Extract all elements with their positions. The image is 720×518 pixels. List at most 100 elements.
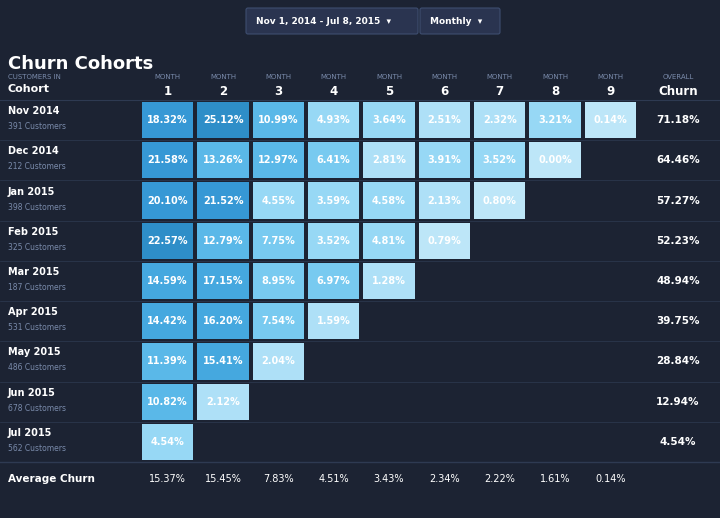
Text: 15.41%: 15.41% — [203, 356, 243, 366]
Bar — [529, 142, 580, 178]
Text: Average Churn: Average Churn — [8, 474, 95, 484]
Text: 212 Customers: 212 Customers — [8, 162, 66, 171]
Text: 57.27%: 57.27% — [656, 196, 700, 206]
Text: CUSTOMERS IN: CUSTOMERS IN — [8, 74, 61, 80]
Text: 20.10%: 20.10% — [148, 196, 188, 206]
Bar — [585, 102, 636, 138]
Text: May 2015: May 2015 — [8, 348, 60, 357]
Bar — [142, 303, 194, 339]
Text: 15.37%: 15.37% — [149, 474, 186, 484]
Text: 3.43%: 3.43% — [374, 474, 404, 484]
Text: 4: 4 — [330, 85, 338, 98]
Bar — [197, 142, 248, 178]
Bar — [308, 102, 359, 138]
Text: 187 Customers: 187 Customers — [8, 283, 66, 292]
FancyBboxPatch shape — [246, 8, 418, 34]
Text: 4.54%: 4.54% — [150, 437, 184, 447]
Text: 0.80%: 0.80% — [482, 196, 517, 206]
Text: 3.64%: 3.64% — [372, 115, 406, 125]
Text: 7.75%: 7.75% — [261, 236, 295, 246]
Text: MONTH: MONTH — [210, 74, 236, 80]
Text: 14.42%: 14.42% — [148, 316, 188, 326]
Text: 13.26%: 13.26% — [203, 155, 243, 165]
Bar — [418, 182, 470, 219]
Bar — [142, 343, 194, 380]
Text: 2.12%: 2.12% — [206, 397, 240, 407]
Text: 1.28%: 1.28% — [372, 276, 406, 286]
Text: Jun 2015: Jun 2015 — [8, 387, 56, 398]
Text: 2.22%: 2.22% — [485, 474, 515, 484]
Text: Nov 1, 2014 - Jul 8, 2015  ▾: Nov 1, 2014 - Jul 8, 2015 ▾ — [256, 17, 392, 25]
Text: 21.52%: 21.52% — [203, 196, 243, 206]
Text: 7: 7 — [495, 85, 504, 98]
Text: 64.46%: 64.46% — [656, 155, 700, 165]
Text: OVERALL: OVERALL — [662, 74, 693, 80]
Bar — [253, 263, 304, 299]
Text: 678 Customers: 678 Customers — [8, 404, 66, 413]
Bar — [474, 142, 526, 178]
Text: 4.58%: 4.58% — [372, 196, 406, 206]
Text: 39.75%: 39.75% — [656, 316, 700, 326]
Text: 12.94%: 12.94% — [656, 397, 700, 407]
Bar — [197, 263, 248, 299]
Bar — [308, 182, 359, 219]
Bar — [474, 102, 526, 138]
Bar — [364, 102, 415, 138]
FancyBboxPatch shape — [420, 8, 500, 34]
Text: 14.59%: 14.59% — [148, 276, 188, 286]
Bar — [253, 303, 304, 339]
Text: Churn: Churn — [658, 85, 698, 98]
Text: 7.54%: 7.54% — [261, 316, 295, 326]
Text: 21.58%: 21.58% — [148, 155, 188, 165]
Text: 398 Customers: 398 Customers — [8, 203, 66, 211]
Bar — [197, 343, 248, 380]
Text: 6.97%: 6.97% — [317, 276, 351, 286]
Text: 11.39%: 11.39% — [148, 356, 188, 366]
Text: Cohort: Cohort — [8, 84, 50, 94]
Text: 0.14%: 0.14% — [593, 115, 627, 125]
Text: MONTH: MONTH — [431, 74, 457, 80]
Text: 3.21%: 3.21% — [538, 115, 572, 125]
Text: MONTH: MONTH — [376, 74, 402, 80]
Bar — [142, 102, 194, 138]
Text: 12.79%: 12.79% — [203, 236, 243, 246]
Text: 4.93%: 4.93% — [317, 115, 351, 125]
Text: 4.54%: 4.54% — [660, 437, 696, 447]
Bar — [364, 223, 415, 259]
Text: 2.13%: 2.13% — [428, 196, 462, 206]
Bar — [308, 303, 359, 339]
Text: 2.81%: 2.81% — [372, 155, 406, 165]
Text: 52.23%: 52.23% — [656, 236, 700, 246]
Text: 71.18%: 71.18% — [656, 115, 700, 125]
Bar — [253, 142, 304, 178]
Text: 10.99%: 10.99% — [258, 115, 299, 125]
Text: Mar 2015: Mar 2015 — [8, 267, 59, 277]
Text: 48.94%: 48.94% — [656, 276, 700, 286]
Bar — [197, 102, 248, 138]
Bar — [142, 383, 194, 420]
Bar — [142, 424, 194, 460]
Text: 1.59%: 1.59% — [317, 316, 351, 326]
Text: Jan 2015: Jan 2015 — [8, 186, 55, 196]
Text: Jul 2015: Jul 2015 — [8, 428, 53, 438]
Text: 0.14%: 0.14% — [595, 474, 626, 484]
Text: 18.32%: 18.32% — [148, 115, 188, 125]
Text: MONTH: MONTH — [598, 74, 624, 80]
Bar — [142, 182, 194, 219]
Text: 12.97%: 12.97% — [258, 155, 299, 165]
Bar — [529, 102, 580, 138]
Text: 17.15%: 17.15% — [203, 276, 243, 286]
Text: MONTH: MONTH — [487, 74, 513, 80]
Bar — [364, 263, 415, 299]
Text: MONTH: MONTH — [542, 74, 568, 80]
Text: MONTH: MONTH — [265, 74, 292, 80]
Bar — [253, 223, 304, 259]
Bar — [142, 223, 194, 259]
Bar — [308, 263, 359, 299]
Bar — [418, 223, 470, 259]
Text: Monthly  ▾: Monthly ▾ — [430, 17, 482, 25]
Text: 486 Customers: 486 Customers — [8, 364, 66, 372]
Bar — [142, 263, 194, 299]
Text: 3.52%: 3.52% — [317, 236, 351, 246]
Text: 2.04%: 2.04% — [261, 356, 295, 366]
